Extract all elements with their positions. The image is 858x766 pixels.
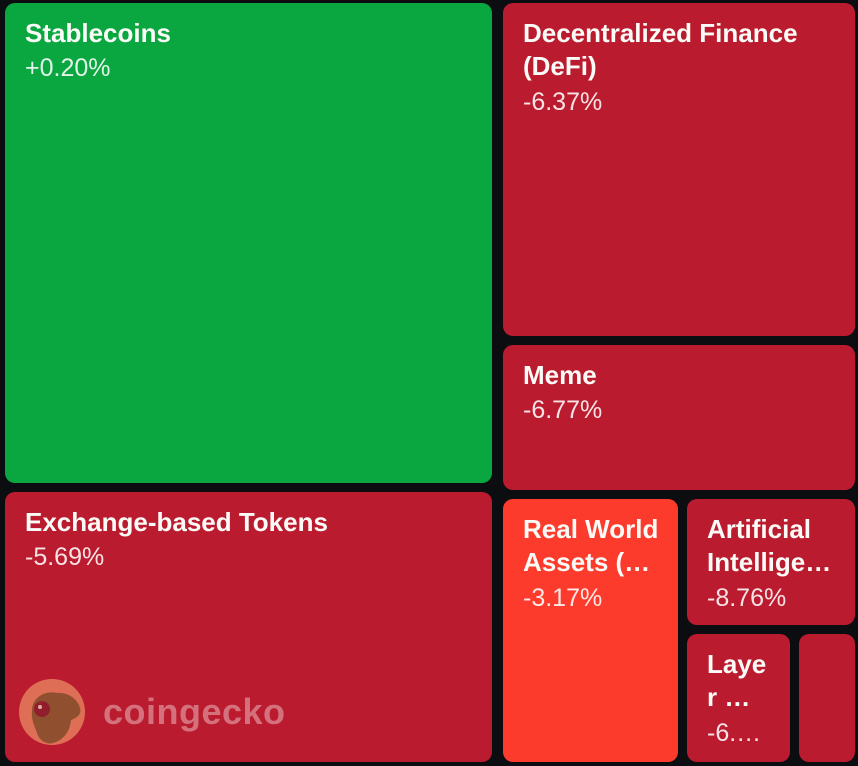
treemap-cell-stablecoins[interactable]: Stablecoins +0.20%: [5, 3, 492, 483]
cell-category-label: Artificial Intellige…: [707, 514, 832, 578]
cell-category-label: Layer …: [707, 649, 767, 713]
cell-change-value: -3.17%: [523, 583, 603, 612]
cell-change-value: -6.77%: [523, 396, 603, 425]
cell-category-label: Stablecoins: [25, 18, 171, 48]
cell-category-label: Exchange-based Tokens: [25, 507, 328, 537]
cell-change-value: -6.37%: [523, 87, 603, 116]
treemap-cell-real-world-assets[interactable]: Real World Assets (… -3.17%: [503, 499, 678, 762]
treemap-cell-artificial-intelligence[interactable]: Artificial Intellige… -8.76%: [687, 499, 855, 625]
treemap-cell-exchange-based-tokens[interactable]: Exchange-based Tokens -5.69%: [5, 492, 492, 762]
cell-change-value: -6.…: [707, 718, 762, 747]
cell-change-value: -8.76%: [707, 583, 787, 612]
cell-category-label: Meme: [523, 360, 597, 390]
treemap-cell-defi[interactable]: Decentralized Finance (DeFi) -6.37%: [503, 3, 855, 336]
treemap-cell-unlabeled-small[interactable]: [799, 634, 855, 762]
treemap-cell-layer[interactable]: Layer … -6.…: [687, 634, 790, 762]
cell-category-label: Decentralized Finance (DeFi): [523, 18, 798, 82]
cell-change-value: +0.20%: [25, 54, 111, 83]
cell-category-label: Real World Assets (…: [523, 514, 659, 578]
cell-change-value: -5.69%: [25, 543, 105, 572]
treemap-cell-meme[interactable]: Meme -6.77%: [503, 345, 855, 490]
